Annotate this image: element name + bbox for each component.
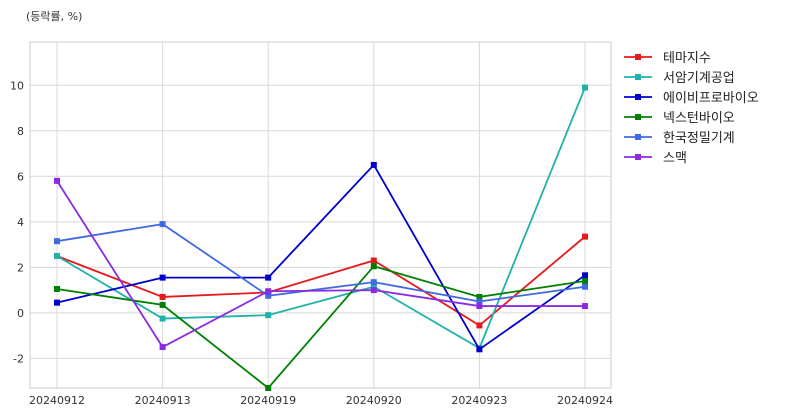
legend-label: 테마지수 bbox=[663, 51, 711, 66]
y-tick-label: -2 bbox=[13, 352, 24, 365]
x-tick-label: 20240924 bbox=[557, 394, 613, 407]
series-line bbox=[56, 235, 586, 327]
legend-marker bbox=[635, 74, 641, 80]
y-tick-label: 8 bbox=[17, 125, 24, 138]
legend-marker bbox=[635, 134, 641, 140]
data-point bbox=[54, 299, 60, 306]
data-point bbox=[159, 293, 166, 300]
data-point bbox=[265, 312, 272, 319]
legend-label: 서암기계공업 bbox=[663, 71, 735, 86]
data-point bbox=[582, 233, 588, 240]
legend-marker bbox=[635, 114, 641, 120]
x-tick-label: 20240912 bbox=[29, 394, 85, 407]
data-point bbox=[582, 303, 588, 310]
legend-label: 스맥 bbox=[663, 151, 687, 166]
data-point bbox=[159, 301, 166, 308]
data-point bbox=[265, 288, 272, 295]
data-point bbox=[370, 161, 377, 168]
legend-label: 한국정밀기계 bbox=[663, 131, 735, 146]
data-point bbox=[54, 177, 60, 184]
unit-label: (등락률, %) bbox=[26, 10, 82, 23]
legend-marker bbox=[635, 154, 641, 160]
legend-marker bbox=[635, 54, 641, 60]
plot-area bbox=[30, 42, 611, 388]
series-line bbox=[56, 223, 586, 303]
series-line bbox=[56, 87, 586, 350]
data-point bbox=[582, 272, 588, 279]
x-tick-label: 20240913 bbox=[135, 394, 191, 407]
data-point bbox=[370, 279, 377, 286]
legend-marker bbox=[635, 94, 641, 100]
x-tick-label: 20240923 bbox=[451, 394, 507, 407]
data-point bbox=[476, 303, 483, 310]
data-point bbox=[54, 285, 60, 292]
y-tick-label: 2 bbox=[17, 261, 24, 274]
data-point bbox=[370, 287, 377, 294]
series-line bbox=[56, 163, 586, 351]
y-tick-label: 4 bbox=[17, 216, 24, 229]
data-point bbox=[265, 274, 272, 281]
x-tick-label: 20240919 bbox=[240, 394, 296, 407]
data-point bbox=[476, 293, 483, 300]
data-point bbox=[476, 322, 483, 329]
data-point bbox=[476, 346, 483, 353]
data-point bbox=[370, 257, 377, 264]
y-tick-label: 0 bbox=[17, 307, 24, 320]
data-point bbox=[159, 221, 166, 228]
series-line bbox=[56, 180, 585, 349]
series-line bbox=[56, 265, 586, 390]
y-tick-label: 10 bbox=[10, 79, 24, 92]
data-point bbox=[265, 385, 272, 391]
plot-border bbox=[29, 41, 612, 389]
x-tick-label: 20240920 bbox=[346, 394, 402, 407]
data-point bbox=[370, 263, 377, 270]
data-point bbox=[582, 278, 588, 285]
legend-label: 넥스턴바이오 bbox=[663, 111, 735, 126]
legend-label: 에이비프로바이오 bbox=[663, 91, 759, 106]
data-point bbox=[265, 292, 272, 299]
y-tick-label: 6 bbox=[17, 170, 24, 183]
data-point bbox=[54, 252, 60, 259]
data-point bbox=[582, 283, 588, 290]
data-point bbox=[54, 238, 60, 245]
data-point bbox=[476, 298, 483, 305]
data-point bbox=[159, 344, 166, 351]
data-point bbox=[159, 274, 166, 281]
data-point bbox=[159, 315, 166, 322]
data-point bbox=[370, 283, 377, 290]
data-point bbox=[582, 84, 588, 91]
